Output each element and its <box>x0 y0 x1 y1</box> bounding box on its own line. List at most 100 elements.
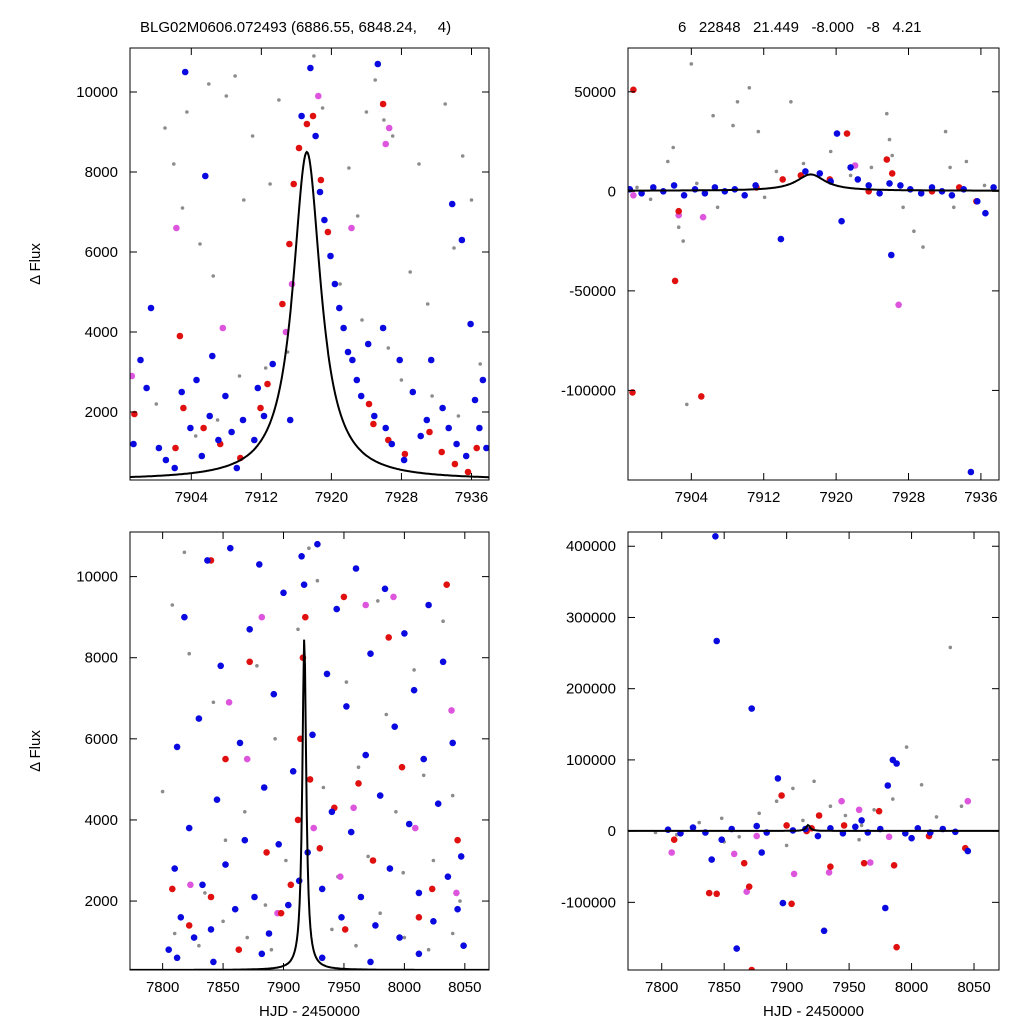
moa_gray-point <box>774 169 779 174</box>
ogle_red-point <box>705 889 713 897</box>
moa_gray-point <box>223 838 228 842</box>
moa_gray-point <box>401 870 406 875</box>
kmt_blue-point <box>202 172 209 180</box>
other_violet-point <box>730 850 738 858</box>
x-tick-label: 7950 <box>832 979 865 996</box>
kmt_blue-point <box>865 182 872 189</box>
kmt_blue-point <box>364 340 372 348</box>
kmt_blue-point <box>777 235 785 243</box>
kmt_blue-point <box>708 856 715 863</box>
moa_gray-point <box>412 668 416 672</box>
kmt_blue-point <box>457 853 465 860</box>
moa_gray-point <box>394 810 398 814</box>
kmt_blue-point <box>479 376 487 384</box>
x-tick-label: 7900 <box>770 979 803 996</box>
ogle_red-point <box>748 966 755 970</box>
ogle_red-point <box>890 862 898 869</box>
moa_gray-point <box>912 229 916 233</box>
kmt_blue-point <box>638 190 645 197</box>
ogle_red-point <box>698 393 705 400</box>
ogle_red-point <box>306 776 314 783</box>
kmt_blue-point <box>449 739 457 747</box>
moa_gray-point <box>315 578 320 583</box>
x-tick-label: 7920 <box>315 489 348 506</box>
ogle_red-point <box>303 120 311 128</box>
ogle_red-point <box>893 943 900 951</box>
kmt_blue-point <box>318 954 326 962</box>
other_violet-point <box>838 797 845 805</box>
kmt_blue-point <box>974 198 981 205</box>
x-tick-label: 7900 <box>267 979 300 996</box>
moa_gray-point <box>163 126 167 130</box>
kmt_blue-point <box>752 182 759 189</box>
ogle_red-point <box>675 207 682 215</box>
moa_gray-point <box>681 239 685 243</box>
moa_gray-point <box>360 318 364 322</box>
moa_gray-point <box>355 214 360 218</box>
moa_gray-point <box>378 911 383 915</box>
kmt_blue-point <box>362 751 370 759</box>
panel-top-left: 7904 7912 7920 7928 7936 2000 4000 6000 8000 1000… <box>27 47 490 506</box>
kmt_blue-point <box>318 885 326 893</box>
ogle_red-point <box>438 448 446 456</box>
x-axis-label: HJD - 2450000 <box>259 1003 360 1020</box>
ogle_red-point <box>883 156 891 163</box>
kmt_blue-point <box>178 388 185 396</box>
kmt_blue-point <box>246 626 253 633</box>
moa_gray-point <box>469 198 474 202</box>
y-axis-label: Δ Flux <box>27 243 44 285</box>
x-tick-label: 7904 <box>675 489 708 506</box>
other_violet-point <box>699 213 707 221</box>
moa_gray-point <box>964 159 969 164</box>
y-tick-label: 100000 <box>566 752 616 769</box>
moa_gray-point <box>382 118 386 122</box>
moa_gray-point <box>197 943 201 948</box>
y-tick-label: 400000 <box>566 538 616 555</box>
kmt_blue-point <box>379 324 387 332</box>
kmt_blue-point <box>374 60 382 68</box>
kmt_blue-point <box>371 412 378 420</box>
kmt_blue-point <box>458 236 466 244</box>
ogle_red-point <box>398 763 406 771</box>
moa_gray-point <box>376 599 380 603</box>
other_violet-point <box>243 755 251 763</box>
kmt_blue-point <box>165 946 172 953</box>
ogle_red-point <box>365 400 373 408</box>
moa_gray-point <box>193 434 198 438</box>
ogle_red-point <box>290 180 298 188</box>
kmt_blue-point <box>386 865 394 872</box>
moa_gray-point <box>296 627 300 632</box>
kmt_blue-point <box>415 889 423 897</box>
ogle_red-point <box>172 444 179 452</box>
kmt_blue-point <box>143 384 150 392</box>
y-tick-label: 10000 <box>76 569 118 586</box>
kmt_blue-point <box>382 424 390 432</box>
kmt_blue-point <box>209 352 216 360</box>
moa_gray-point <box>399 378 404 382</box>
kmt_blue-point <box>300 581 308 588</box>
ogle_red-point <box>176 332 184 340</box>
moa_gray-point <box>170 603 175 607</box>
kmt_blue-point <box>289 768 297 775</box>
ogle_red-point <box>287 881 295 889</box>
moa_gray-point <box>697 820 701 825</box>
ogle_red-point <box>309 112 317 120</box>
kmt_blue-point <box>454 905 461 913</box>
moa_gray-point <box>458 899 462 903</box>
kmt_blue-point <box>309 731 316 739</box>
moa_gray-point <box>207 82 211 86</box>
bottom-right-data-area <box>628 533 999 970</box>
moa_gray-point <box>904 745 909 749</box>
other_violet-point <box>173 224 180 232</box>
kmt_blue-point <box>701 190 709 197</box>
kmt_blue-point <box>333 605 341 613</box>
moa_gray-point <box>185 110 189 114</box>
kmt_blue-point <box>328 808 336 816</box>
kmt_blue-point <box>367 650 374 657</box>
moa_gray-point <box>384 712 389 717</box>
moa_gray-point <box>635 185 639 190</box>
ogle_red-point <box>783 822 790 829</box>
moa_gray-point <box>312 54 316 58</box>
other_violet-point <box>348 224 355 232</box>
kmt_blue-point <box>173 743 181 751</box>
